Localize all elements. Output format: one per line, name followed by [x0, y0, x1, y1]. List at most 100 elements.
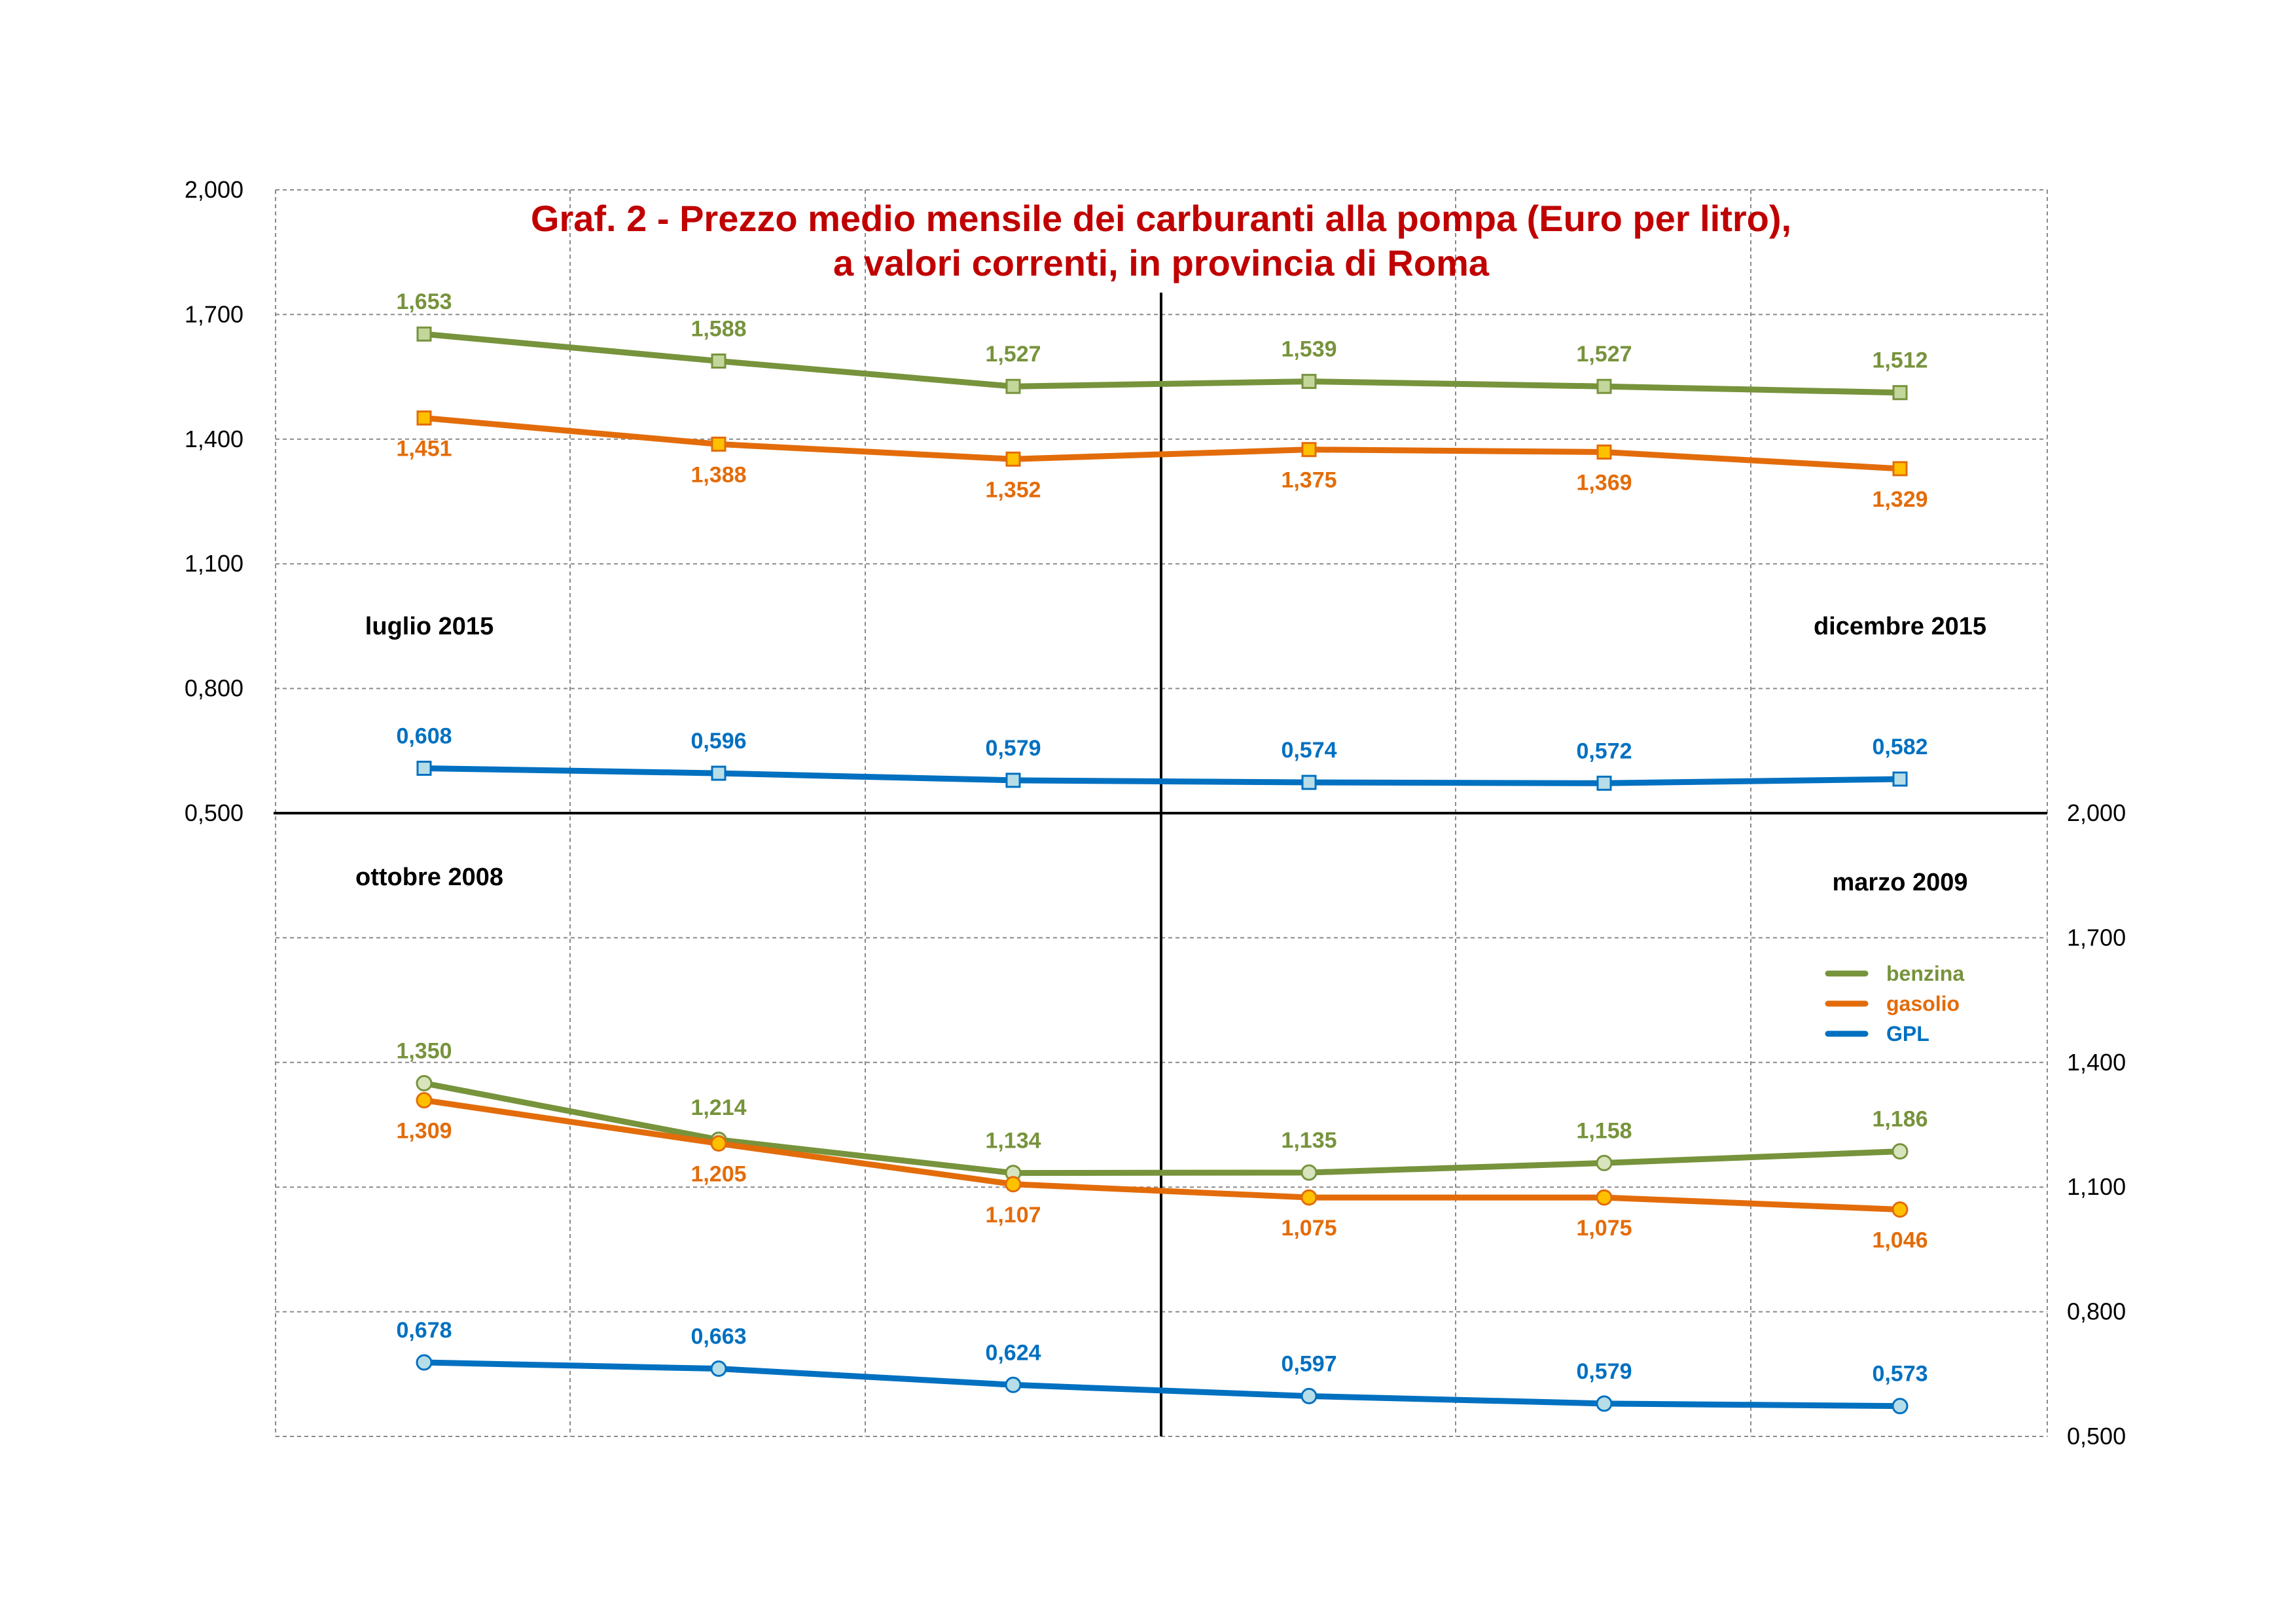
chart-title: Graf. 2 - Prezzo medio mensile dei carbu…: [531, 198, 1791, 239]
upper-gasolio-value-label: 1,329: [1872, 487, 1928, 512]
upper-benzina-value-label: 1,527: [985, 342, 1041, 367]
left-axis-tick-label: 1,700: [185, 301, 243, 327]
lower-gasolio-point: [416, 1092, 433, 1109]
lower-gasolio-point: [710, 1135, 727, 1152]
lower-gasolio-point: [1300, 1189, 1318, 1206]
upper-benzina-point: [1596, 378, 1612, 394]
lower-gasolio-value-label: 1,046: [1872, 1228, 1928, 1252]
lower-benzina-value-label: 1,214: [691, 1095, 746, 1120]
upper-gasolio-line: [421, 414, 1903, 472]
lower-gasolio-line: [421, 1097, 1903, 1213]
legend-label-benzina: benzina: [1886, 962, 1964, 985]
upper-GPL-value-label: 0,582: [1872, 735, 1928, 759]
lower-GPL-line: [421, 1359, 1903, 1410]
upper-end-label: dicembre 2015: [1814, 613, 1986, 640]
lower-gasolio-point: [1005, 1176, 1022, 1193]
legend-label-gasolio: gasolio: [1886, 992, 1960, 1015]
lower-benzina-point: [1300, 1164, 1318, 1181]
upper-benzina-point: [1892, 385, 1908, 401]
lower-GPL-value-label: 0,678: [396, 1318, 452, 1343]
left-axis-tick-label: 0,500: [185, 799, 243, 826]
upper-GPL-value-label: 0,572: [1576, 739, 1632, 763]
upper-gasolio-point: [1892, 461, 1908, 477]
lower-GPL-point: [1596, 1395, 1613, 1412]
upper-benzina-line: [421, 331, 1903, 396]
lower-GPL-point: [416, 1354, 433, 1371]
axis-layer: 0,500 0,800 1,100 1,400 1,700 2,000 0,500 0,800…: [185, 176, 2126, 1450]
upper-benzina-value-label: 1,512: [1872, 348, 1928, 373]
left-axis-tick-label: 1,400: [185, 426, 243, 452]
upper-GPL-value-label: 0,579: [985, 736, 1041, 761]
upper-GPL-point: [1301, 775, 1317, 790]
lower-GPL-point: [1892, 1398, 1909, 1415]
lower-gasolio-point: [1892, 1201, 1909, 1218]
lower-GPL-value-label: 0,573: [1872, 1362, 1928, 1387]
upper-benzina-value-label: 1,527: [1576, 342, 1632, 367]
right-axis-tick-label: 0,500: [2067, 1423, 2126, 1450]
legend-label-GPL: GPL: [1886, 1022, 1929, 1046]
upper-GPL-point: [1596, 775, 1612, 791]
upper-gasolio-value-label: 1,451: [396, 436, 452, 461]
upper-GPL-point: [1892, 771, 1908, 787]
upper-benzina-value-label: 1,539: [1281, 337, 1336, 362]
upper-benzina-point: [416, 326, 432, 342]
upper-gasolio-value-label: 1,352: [985, 477, 1041, 502]
right-axis-tick-label: 1,100: [2067, 1173, 2126, 1200]
upper-gasolio-value-label: 1,388: [691, 462, 746, 487]
upper-GPL-value-label: 0,608: [396, 723, 452, 748]
lower-benzina-value-label: 1,135: [1281, 1128, 1336, 1153]
lower-benzina-point: [1892, 1143, 1909, 1160]
lower-benzina-line: [421, 1080, 1903, 1176]
lower-gasolio-value-label: 1,075: [1281, 1216, 1336, 1241]
lower-GPL-point: [1300, 1387, 1318, 1404]
upper-GPL-point: [416, 760, 432, 776]
lower-benzina-value-label: 1,186: [1872, 1107, 1928, 1132]
lower-gasolio-value-label: 1,075: [1576, 1216, 1632, 1241]
upper-benzina-point: [711, 353, 726, 369]
upper-gasolio-point: [1596, 444, 1612, 460]
right-axis-tick-label: 2,000: [2067, 799, 2126, 826]
lower-gasolio-value-label: 1,107: [985, 1203, 1041, 1228]
upper-benzina-point: [1301, 374, 1317, 390]
lower-end-label: marzo 2009: [1832, 869, 1967, 896]
lower-benzina-value-label: 1,158: [1576, 1118, 1632, 1143]
upper-gasolio-point: [711, 436, 726, 452]
chart-subtitle: a valori correnti, in provincia di Roma: [833, 242, 1490, 283]
upper-benzina-point: [1005, 378, 1021, 394]
upper-gasolio-value-label: 1,369: [1576, 470, 1632, 495]
left-axis-tick-label: 0,800: [185, 675, 243, 702]
right-axis-tick-label: 1,400: [2067, 1049, 2126, 1076]
lower-gasolio-point: [1596, 1189, 1613, 1206]
lower-benzina-value-label: 1,350: [396, 1039, 452, 1064]
lower-GPL-value-label: 0,663: [691, 1324, 746, 1349]
upper-benzina-value-label: 1,653: [396, 289, 452, 314]
lower-GPL-point: [710, 1360, 727, 1377]
upper-GPL-point: [711, 765, 726, 781]
lower-start-label: ottobre 2008: [355, 864, 503, 891]
right-axis-tick-label: 1,700: [2067, 924, 2126, 951]
lower-benzina-point: [416, 1075, 433, 1092]
right-axis-tick-label: 0,800: [2067, 1298, 2126, 1325]
upper-gasolio-point: [416, 410, 432, 426]
lower-GPL-value-label: 0,624: [985, 1340, 1041, 1365]
left-axis-tick-label: 2,000: [185, 176, 243, 203]
upper-GPL-value-label: 0,574: [1281, 738, 1336, 763]
lower-GPL-point: [1005, 1376, 1022, 1393]
lower-GPL-value-label: 0,597: [1281, 1351, 1336, 1376]
legend: benzina gasolio GPL: [1825, 962, 1964, 1046]
upper-gasolio-value-label: 1,375: [1281, 468, 1336, 493]
upper-gasolio-point: [1301, 442, 1317, 458]
lower-benzina-value-label: 1,134: [985, 1129, 1041, 1154]
upper-benzina-value-label: 1,588: [691, 316, 746, 341]
upper-start-label: luglio 2015: [365, 613, 493, 640]
lower-gasolio-value-label: 1,205: [691, 1162, 746, 1187]
upper-GPL-value-label: 0,596: [691, 729, 746, 754]
upper-gasolio-point: [1005, 451, 1021, 467]
lower-GPL-value-label: 0,579: [1576, 1359, 1632, 1384]
lower-benzina-point: [1596, 1154, 1613, 1171]
upper-GPL-line: [421, 765, 1903, 786]
lower-gasolio-value-label: 1,309: [396, 1119, 452, 1144]
left-axis-tick-label: 1,100: [185, 550, 243, 577]
series-layer: 1,653 1,588 1,527 1,539 1,527 1,512 1,451 1,388…: [396, 289, 1928, 1415]
